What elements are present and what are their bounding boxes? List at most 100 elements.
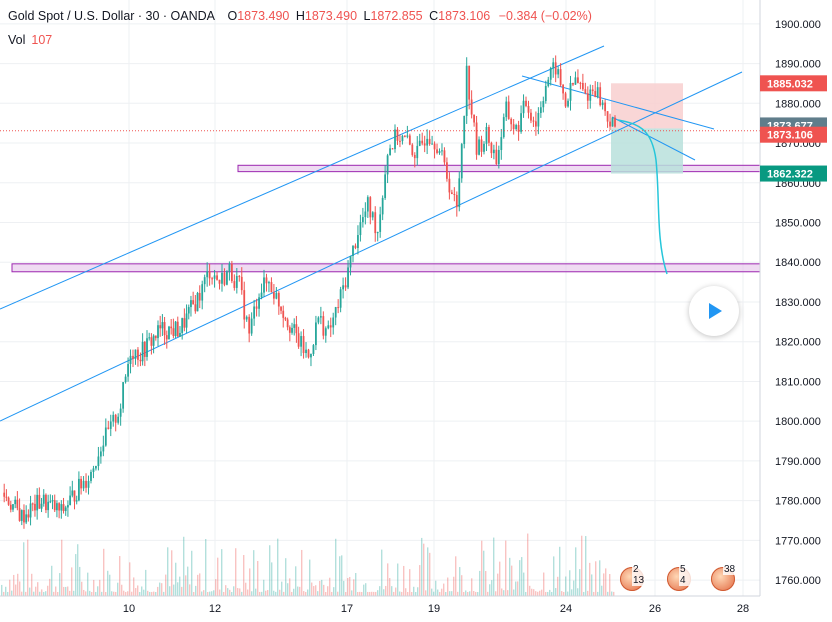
- candle-body: [260, 292, 263, 298]
- volume-bar: [355, 573, 357, 596]
- volume-bar: [95, 591, 97, 596]
- candle-body: [40, 503, 43, 509]
- volume-bar: [237, 588, 239, 596]
- candle-body: [230, 263, 233, 282]
- candle-body: [213, 275, 216, 279]
- economic-event-icon[interactable]: 2 13: [620, 564, 646, 591]
- price-tag: [760, 75, 827, 92]
- volume-bar: [47, 585, 49, 596]
- candle-body: [488, 127, 490, 143]
- candle-body: [549, 67, 552, 80]
- candle-body: [34, 503, 36, 511]
- volume-bar: [421, 537, 423, 596]
- candle-body: [90, 471, 92, 481]
- candle-body: [286, 319, 289, 328]
- volume-bar: [339, 556, 341, 596]
- volume-bar: [471, 578, 473, 596]
- candle-body: [223, 272, 226, 285]
- volume-bar: [585, 536, 587, 596]
- volume-bar: [557, 576, 559, 596]
- candle-body: [569, 82, 572, 101]
- candle-body: [581, 82, 584, 90]
- y-tick-label: 1830.000: [775, 297, 821, 309]
- volume-bar: [437, 589, 439, 596]
- volume-bar: [359, 591, 361, 596]
- projection-path[interactable]: [617, 119, 668, 275]
- volume-bar: [89, 590, 91, 596]
- volume-bar: [555, 588, 557, 596]
- volume-bar: [153, 591, 155, 596]
- volume-bar: [601, 585, 603, 596]
- candle-body: [69, 495, 72, 506]
- volume-bar: [519, 560, 521, 596]
- volume-bar: [381, 549, 383, 596]
- volume-bar: [347, 578, 349, 596]
- candle-body: [95, 466, 97, 469]
- trend-line[interactable]: [0, 71, 743, 422]
- volume-bar: [245, 582, 247, 596]
- volume-bar: [201, 591, 203, 596]
- candle-body: [413, 154, 416, 159]
- symbol-title[interactable]: Gold Spot / U.S. Dollar · 30 · OANDA: [8, 9, 216, 23]
- candle-body: [99, 451, 102, 457]
- volume-bar: [265, 590, 267, 596]
- volume-bar: [321, 579, 323, 596]
- volume-bar: [235, 548, 237, 596]
- volume-bar: [99, 579, 101, 596]
- event-count: 38: [723, 564, 737, 575]
- candle-body: [53, 500, 56, 511]
- candle-body: [542, 101, 545, 108]
- economic-event-icon[interactable]: 38: [711, 564, 737, 591]
- volume-bar: [345, 591, 347, 596]
- take-profit-zone[interactable]: [611, 128, 683, 174]
- volume-bar: [147, 590, 149, 596]
- high-value: 1873.490: [304, 9, 358, 23]
- trend-line[interactable]: [611, 116, 696, 161]
- volume-bar: [103, 548, 105, 596]
- volume-bar: [433, 591, 435, 596]
- volume-bar: [439, 591, 441, 596]
- candle-body: [272, 292, 275, 299]
- volume-bar: [269, 545, 271, 596]
- candle-body: [27, 514, 30, 518]
- price-axis[interactable]: [760, 0, 832, 622]
- candle-body: [584, 89, 587, 94]
- trend-line[interactable]: [521, 75, 715, 130]
- candle-body: [554, 62, 557, 75]
- candle-body: [305, 349, 307, 354]
- trend-line[interactable]: [0, 45, 605, 310]
- candle-body: [490, 142, 493, 154]
- volume-bar: [447, 577, 449, 596]
- volume-bar: [379, 586, 381, 596]
- volume-bar: [129, 562, 131, 596]
- price-tag-label: 1873.106: [767, 130, 813, 142]
- play-button[interactable]: [689, 286, 739, 336]
- candle-body: [58, 503, 61, 511]
- candle-body: [268, 282, 270, 284]
- volume-bar: [61, 539, 63, 596]
- candle-body: [152, 335, 155, 346]
- volume-bar: [451, 591, 453, 596]
- candle-body: [75, 500, 78, 502]
- economic-event-icon[interactable]: 5 4: [667, 564, 691, 591]
- candle-body: [295, 324, 298, 334]
- candle-body: [374, 212, 377, 234]
- volume-bar: [247, 589, 249, 596]
- candle-body: [366, 197, 369, 212]
- volume-bar: [515, 581, 517, 596]
- candle-body: [436, 149, 438, 153]
- candle-body: [258, 297, 260, 309]
- support-zone[interactable]: [11, 263, 761, 273]
- candle-body: [438, 151, 441, 153]
- volume-bar: [183, 536, 185, 596]
- volume-bar: [273, 590, 275, 596]
- candle-body: [302, 336, 305, 354]
- candle-body: [557, 69, 560, 75]
- candle-body: [329, 325, 332, 328]
- volume-bar: [169, 586, 171, 596]
- y-tick-label: 1780.000: [775, 496, 821, 508]
- volume-bar: [309, 559, 311, 596]
- volume-bar: [185, 575, 187, 596]
- candle-body: [455, 194, 458, 208]
